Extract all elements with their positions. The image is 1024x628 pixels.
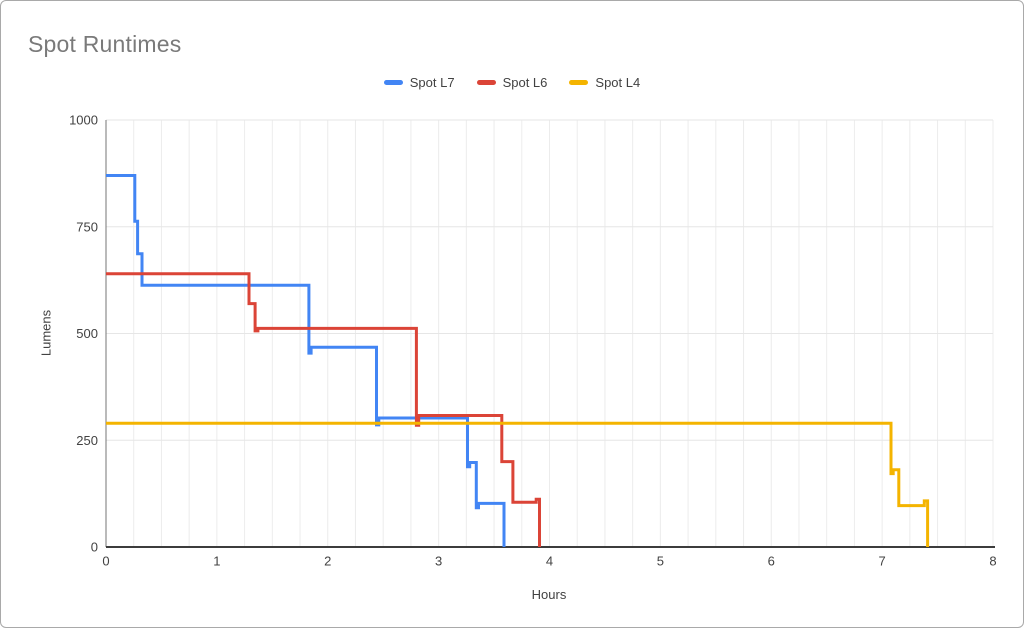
y-tick-label: 1000 bbox=[69, 113, 98, 128]
x-tick-label: 3 bbox=[435, 554, 442, 569]
legend-item-spot-l4[interactable]: Spot L4 bbox=[569, 75, 640, 90]
x-tick-label: 1 bbox=[213, 554, 220, 569]
legend-label: Spot L7 bbox=[409, 75, 455, 90]
x-tick-label: 2 bbox=[324, 554, 331, 569]
series-line-spot-l7 bbox=[106, 174, 506, 547]
x-tick-label: 8 bbox=[989, 554, 996, 569]
y-tick-label: 250 bbox=[76, 433, 98, 448]
legend-swatch bbox=[476, 80, 496, 85]
chart-title: Spot Runtimes bbox=[28, 31, 182, 57]
legend-swatch bbox=[569, 80, 589, 85]
legend-label: Spot L4 bbox=[595, 75, 641, 90]
legend-swatch bbox=[383, 80, 403, 85]
x-axis-title: Hours bbox=[531, 587, 567, 602]
y-tick-label: 750 bbox=[76, 219, 98, 234]
legend-item-spot-l7[interactable]: Spot L7 bbox=[383, 75, 455, 90]
y-axis-title: Lumens bbox=[38, 309, 54, 357]
legend-label: Spot L6 bbox=[502, 75, 548, 90]
x-tick-label: 5 bbox=[657, 554, 664, 569]
legend: Spot L7 Spot L6 Spot L4 bbox=[1, 75, 1023, 90]
x-tick-label: 4 bbox=[546, 554, 553, 569]
x-tick-label: 6 bbox=[768, 554, 775, 569]
y-tick-label: 0 bbox=[91, 540, 98, 555]
series-line-spot-l4 bbox=[106, 421, 930, 547]
x-tick-label: 7 bbox=[879, 554, 886, 569]
y-tick-label: 500 bbox=[76, 326, 98, 341]
series-line-spot-l6 bbox=[106, 272, 541, 547]
legend-item-spot-l6[interactable]: Spot L6 bbox=[476, 75, 548, 90]
x-tick-label: 0 bbox=[102, 554, 109, 569]
